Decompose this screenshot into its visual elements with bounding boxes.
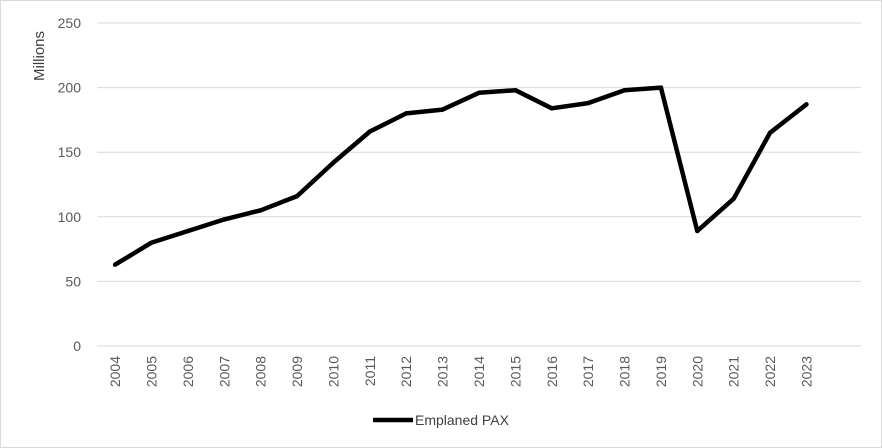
y-tick-labels: 0 50 100 150 200 250 — [58, 15, 82, 354]
x-tick-label: 2015 — [507, 356, 523, 387]
x-tick-label: 2005 — [144, 356, 160, 387]
x-tick-label: 2023 — [798, 356, 814, 387]
x-tick-label: 2011 — [362, 356, 378, 386]
x-tick-label: 2004 — [107, 356, 123, 387]
data-point — [513, 87, 518, 93]
data-point — [440, 107, 445, 112]
data-point — [767, 130, 773, 136]
data-point — [294, 193, 300, 199]
x-tick-label: 2017 — [580, 356, 596, 387]
data-point — [476, 90, 482, 95]
y-axis-title: Millions — [31, 31, 48, 81]
y-tick-label: 50 — [65, 273, 81, 289]
legend: Emplaned PAX — [373, 412, 510, 428]
x-tick-label: 2007 — [216, 356, 232, 387]
y-tick-label: 150 — [58, 144, 82, 160]
x-tick-label: 2012 — [398, 356, 414, 387]
x-tick-label: 2021 — [726, 356, 742, 387]
y-tick-label: 200 — [58, 80, 82, 96]
x-tick-label: 2020 — [689, 356, 705, 387]
data-point — [695, 228, 700, 234]
data-point — [185, 228, 191, 234]
data-point — [585, 100, 591, 106]
x-tick-label: 2022 — [762, 356, 778, 387]
y-tick-label: 0 — [73, 338, 81, 354]
gridlines — [97, 22, 861, 282]
data-point — [112, 262, 118, 267]
data-point — [549, 106, 554, 111]
x-tick-labels: 2004 2005 2006 2007 2008 2009 2010 2011 2012 2013… — [107, 356, 814, 387]
data-point — [222, 217, 227, 222]
data-point — [658, 85, 664, 90]
x-tick-label: 2016 — [544, 356, 560, 387]
data-point — [149, 240, 154, 245]
data-point — [258, 208, 263, 213]
data-point — [731, 196, 736, 201]
series-layer — [112, 85, 809, 267]
data-point — [804, 102, 809, 107]
x-tick-label: 2013 — [435, 356, 451, 387]
data-point — [404, 111, 409, 116]
x-tick-label: 2006 — [180, 356, 196, 387]
x-tick-label: 2010 — [325, 356, 341, 387]
x-tick-label: 2018 — [617, 356, 633, 387]
x-tick-label: 2019 — [653, 356, 669, 387]
y-tick-label: 250 — [58, 15, 82, 31]
data-point — [367, 129, 373, 134]
x-tick-label: 2008 — [253, 356, 269, 387]
y-tick-label: 100 — [58, 209, 82, 225]
x-tick-label: 2009 — [289, 356, 305, 387]
legend-label: Emplaned PAX — [415, 412, 510, 428]
x-tick-label: 2014 — [471, 356, 487, 387]
data-point — [331, 160, 336, 165]
series-line — [112, 85, 809, 267]
data-point — [622, 87, 627, 93]
